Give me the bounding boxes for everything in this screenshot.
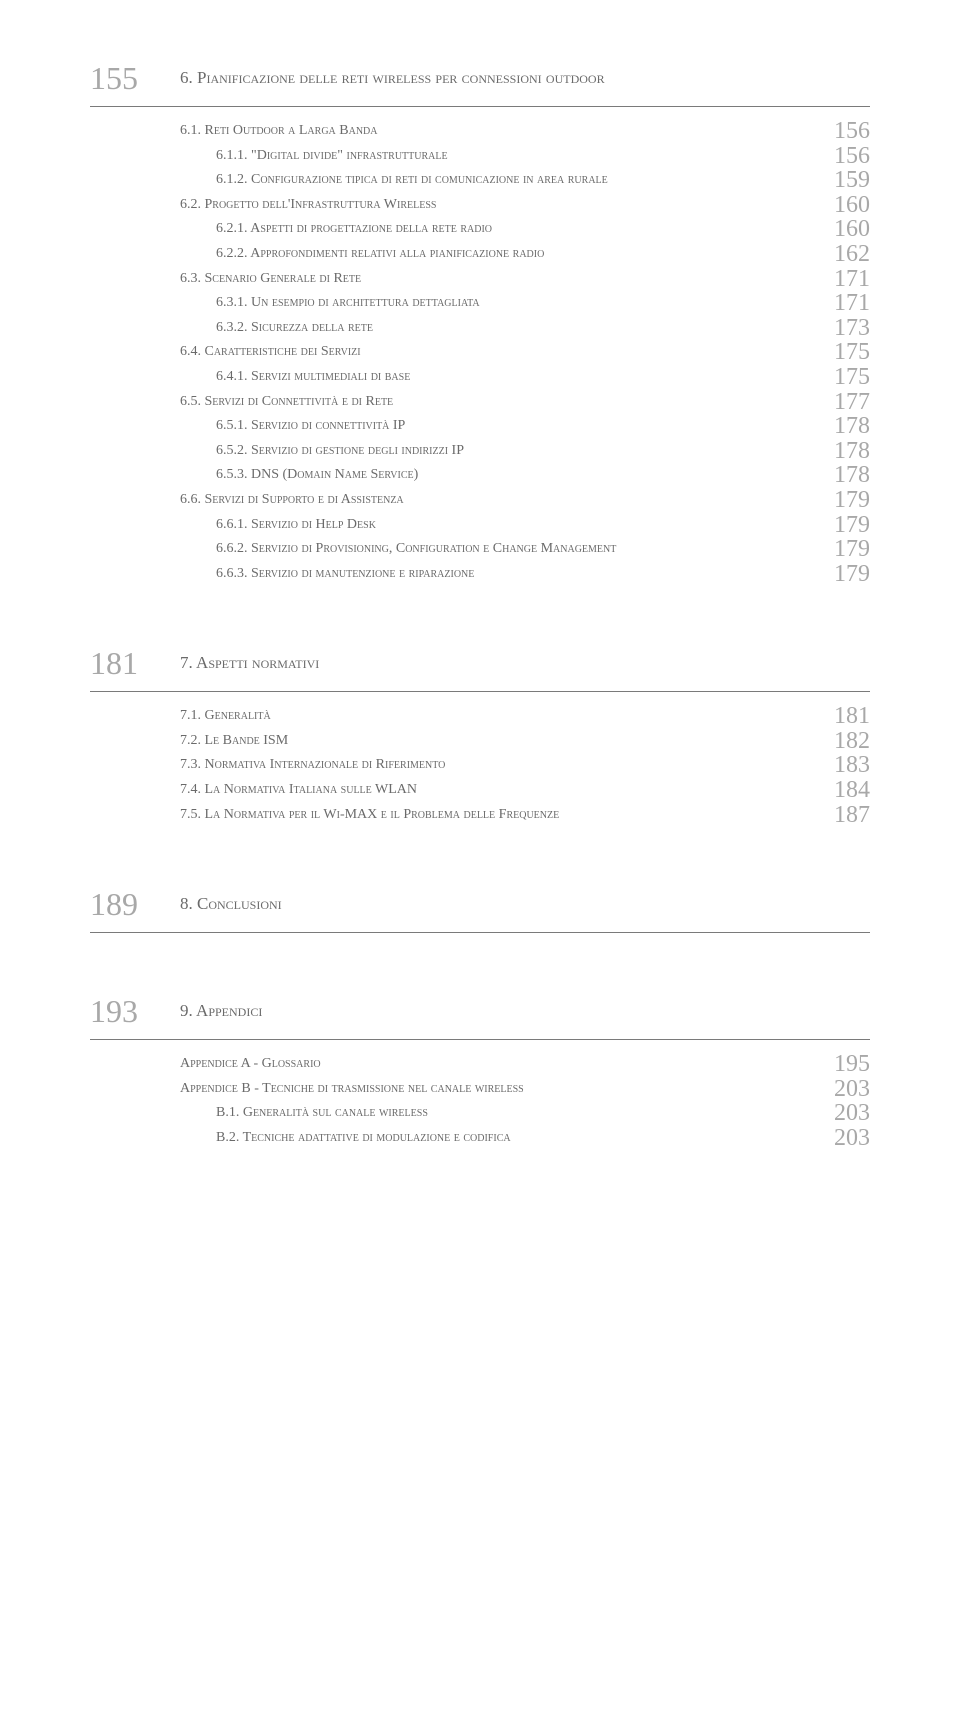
toc-label: 7.3. Normativa Internazionale di Riferim… bbox=[180, 755, 810, 775]
chapter-header: 155 6. Pianificazione delle reti wireles… bbox=[90, 60, 870, 94]
toc-label: 6.5.3. DNS (Domain Name Service) bbox=[180, 465, 810, 485]
toc-page: 179 bbox=[810, 490, 870, 512]
toc-page: 181 bbox=[810, 706, 870, 728]
divider bbox=[90, 106, 870, 107]
toc-page: 171 bbox=[810, 293, 870, 315]
toc-page: 179 bbox=[810, 564, 870, 586]
chapter-start-page: 155 bbox=[90, 60, 180, 94]
chapter-title: 6. Pianificazione delle reti wireless pe… bbox=[180, 60, 870, 94]
toc-page: 178 bbox=[810, 465, 870, 487]
toc-page: 203 bbox=[810, 1079, 870, 1101]
toc-label: 7.5. La Normativa per il Wi-MAX e il Pro… bbox=[180, 805, 810, 825]
toc-label: 6.2.1. Aspetti di progettazione della re… bbox=[180, 219, 810, 239]
toc-label: 6.6.3. Servizio di manutenzione e ripara… bbox=[180, 564, 810, 584]
toc-page: 156 bbox=[810, 121, 870, 143]
toc-label: Appendice A - Glossario bbox=[180, 1054, 810, 1074]
toc-label: 7.1. Generalità bbox=[180, 706, 810, 726]
toc-page: 178 bbox=[810, 416, 870, 438]
toc-page: 162 bbox=[810, 244, 870, 266]
toc-list: 6.1. Reti Outdoor a Larga Banda156 6.1.1… bbox=[180, 121, 870, 585]
toc-label: 6.4.1. Servizi multimediali di base bbox=[180, 367, 810, 387]
toc-page: 159 bbox=[810, 170, 870, 192]
toc-list: Appendice A - Glossario195 Appendice B -… bbox=[180, 1054, 870, 1149]
chapter-header: 193 9. Appendici bbox=[90, 993, 870, 1027]
toc-page: 175 bbox=[810, 367, 870, 389]
toc-page: 173 bbox=[810, 318, 870, 340]
toc-list: 7.1. Generalità181 7.2. Le Bande ISM182 … bbox=[180, 706, 870, 826]
toc-page: 171 bbox=[810, 269, 870, 291]
toc-label: B.2. Tecniche adattative di modulazione … bbox=[180, 1128, 810, 1148]
toc-page: 187 bbox=[810, 805, 870, 827]
chapter-start-page: 193 bbox=[90, 993, 180, 1027]
chapter-header: 181 7. Aspetti normativi bbox=[90, 645, 870, 679]
toc-page: 184 bbox=[810, 780, 870, 802]
divider bbox=[90, 1039, 870, 1040]
toc-label: 6.3.2. Sicurezza della rete bbox=[180, 318, 810, 338]
toc-page: 203 bbox=[810, 1128, 870, 1150]
toc-page: 203 bbox=[810, 1103, 870, 1125]
chapter-start-page: 181 bbox=[90, 645, 180, 679]
toc-label: 6.1.1. "Digital divide" infrastrutturale bbox=[180, 146, 810, 166]
toc-label: Appendice B - Tecniche di trasmissione n… bbox=[180, 1079, 810, 1099]
toc-page: 182 bbox=[810, 731, 870, 753]
toc-page: 183 bbox=[810, 755, 870, 777]
toc-label: B.1. Generalità sul canale wireless bbox=[180, 1103, 810, 1123]
toc-label: 6.2.2. Approfondimenti relativi alla pia… bbox=[180, 244, 810, 264]
divider bbox=[90, 691, 870, 692]
toc-label: 7.2. Le Bande ISM bbox=[180, 731, 810, 751]
toc-label: 6.6.2. Servizio di Provisioning, Configu… bbox=[180, 539, 810, 559]
toc-label: 6.1. Reti Outdoor a Larga Banda bbox=[180, 121, 810, 141]
chapter-title: 9. Appendici bbox=[180, 993, 870, 1027]
toc-page: 160 bbox=[810, 219, 870, 241]
toc-page: 177 bbox=[810, 392, 870, 414]
divider bbox=[90, 932, 870, 933]
toc-page: 195 bbox=[810, 1054, 870, 1076]
chapter-title: 7. Aspetti normativi bbox=[180, 645, 870, 679]
chapter-start-page: 189 bbox=[90, 886, 180, 920]
chapter-header: 189 8. Conclusioni bbox=[90, 886, 870, 920]
toc-page: 179 bbox=[810, 539, 870, 561]
chapter-title: 8. Conclusioni bbox=[180, 886, 870, 920]
toc-label: 6.4. Caratteristiche dei Servizi bbox=[180, 342, 810, 362]
toc-page: 156 bbox=[810, 146, 870, 168]
toc-label: 6.5. Servizi di Connettività e di Rete bbox=[180, 392, 810, 412]
toc-label: 6.3.1. Un esempio di architettura dettag… bbox=[180, 293, 810, 313]
toc-label: 6.5.1. Servizio di connettività IP bbox=[180, 416, 810, 436]
toc-page: 175 bbox=[810, 342, 870, 364]
toc-page: 178 bbox=[810, 441, 870, 463]
toc-label: 6.3. Scenario Generale di Rete bbox=[180, 269, 810, 289]
toc-label: 6.5.2. Servizio di gestione degli indiri… bbox=[180, 441, 810, 461]
toc-label: 7.4. La Normativa Italiana sulle WLAN bbox=[180, 780, 810, 800]
toc-label: 6.6.1. Servizio di Help Desk bbox=[180, 515, 810, 535]
toc-label: 6.6. Servizi di Supporto e di Assistenza bbox=[180, 490, 810, 510]
toc-page: 179 bbox=[810, 515, 870, 537]
toc-label: 6.1.2. Configurazione tipica di reti di … bbox=[180, 170, 810, 190]
toc-page: 160 bbox=[810, 195, 870, 217]
toc-label: 6.2. Progetto dell'Infrastruttura Wirele… bbox=[180, 195, 810, 215]
